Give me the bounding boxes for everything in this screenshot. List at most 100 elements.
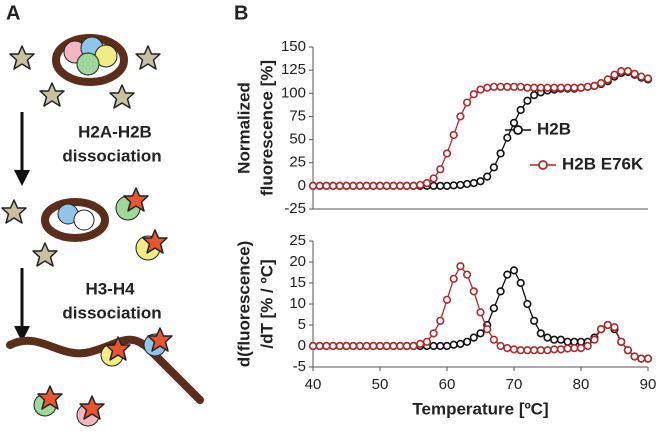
data-point [436, 181, 445, 190]
data-point [516, 278, 525, 288]
data-point [483, 83, 492, 92]
data-point [570, 83, 579, 92]
step-label: dissociation [62, 146, 161, 165]
y-axis-title: fluorescence [%] [257, 60, 276, 196]
data-point [409, 341, 418, 351]
legend-marker [538, 160, 548, 170]
data-point [469, 287, 478, 296]
data-point [355, 181, 365, 190]
data-point [637, 354, 646, 363]
data-point [623, 66, 633, 76]
data-point [322, 181, 331, 190]
data-point [463, 98, 472, 107]
y-tick-label: 0 [298, 177, 306, 194]
data-point [516, 346, 525, 355]
data-point [583, 341, 592, 351]
data-point [550, 345, 559, 354]
data-point [429, 329, 438, 338]
data-point [630, 352, 639, 361]
data-point [335, 181, 344, 190]
y-tick-label: 15 [289, 274, 306, 291]
dna [41, 198, 109, 242]
data-point [509, 266, 519, 275]
data-point [516, 105, 525, 115]
data-point [369, 341, 378, 351]
data-point [322, 341, 331, 351]
data-point [449, 130, 458, 140]
data-point [469, 333, 478, 342]
y-tick-label: 100 [281, 84, 306, 101]
data-point [536, 346, 545, 355]
y-tick-label: 75 [289, 107, 306, 124]
data-point [543, 346, 552, 355]
step-label: H3-H4 [85, 279, 135, 298]
y-tick-label: 25 [289, 232, 306, 249]
dye [135, 45, 161, 70]
y-axis-title: /dT [% / ºC] [257, 259, 276, 348]
data-point [523, 346, 532, 355]
data-point [583, 82, 592, 91]
data-point [382, 181, 391, 190]
data-point [463, 270, 472, 279]
data-point [476, 177, 485, 186]
data-point [456, 180, 465, 190]
x-tick-label: 50 [372, 376, 389, 393]
data-point [436, 165, 445, 174]
data-point [429, 174, 438, 183]
data-point [496, 82, 505, 91]
panel-label: A [6, 2, 20, 24]
data-point [556, 83, 566, 92]
y-tick-label: -5 [293, 358, 306, 375]
data-point [483, 325, 492, 334]
y-axis-title: d(fluorescence) [234, 241, 253, 368]
data-point [509, 118, 519, 128]
arrow-head [14, 326, 30, 342]
data-point [442, 149, 452, 158]
data-point [436, 316, 445, 325]
data-point [329, 181, 338, 190]
data-point [496, 341, 505, 351]
data-point [422, 178, 432, 188]
data-point [523, 96, 532, 105]
data-point [536, 83, 545, 92]
data-point [402, 341, 411, 351]
data-point [349, 181, 358, 190]
data-point [456, 112, 465, 121]
data-point [556, 345, 566, 354]
data-point [416, 339, 425, 349]
data-point [509, 82, 519, 91]
data-point [329, 341, 338, 351]
x-tick-label: 90 [640, 376, 657, 393]
data-point [603, 320, 612, 330]
data-point [402, 181, 411, 190]
data-point [456, 262, 465, 271]
data-point [563, 83, 572, 92]
x-tick-label: 60 [439, 376, 456, 393]
x-tick-label: 40 [305, 376, 322, 393]
data-point [375, 341, 385, 351]
y-tick-label: 10 [289, 295, 306, 312]
step-label: H2A-H2B [78, 122, 152, 141]
data-point [556, 335, 566, 344]
data-point [489, 82, 499, 91]
dye [9, 45, 35, 70]
step-label: dissociation [62, 303, 161, 322]
y-axis-title: Normalized [234, 82, 253, 174]
data-point [429, 181, 438, 190]
data-point [523, 299, 532, 309]
data-point [503, 270, 512, 279]
data-point [550, 335, 559, 344]
data-point [442, 181, 452, 190]
data-point [355, 341, 365, 351]
data-point [375, 181, 385, 190]
data-point [543, 333, 552, 342]
panel-a: A H2A-H2B dissociation H3-H4 dissociatio… [1, 2, 204, 427]
data-point [315, 181, 324, 190]
legend-label: H2B E76K [562, 154, 644, 173]
data-point [623, 346, 633, 355]
data-point [349, 341, 358, 351]
data-point [442, 295, 452, 304]
y-tick-label: -25 [284, 200, 306, 217]
data-point [436, 341, 445, 351]
